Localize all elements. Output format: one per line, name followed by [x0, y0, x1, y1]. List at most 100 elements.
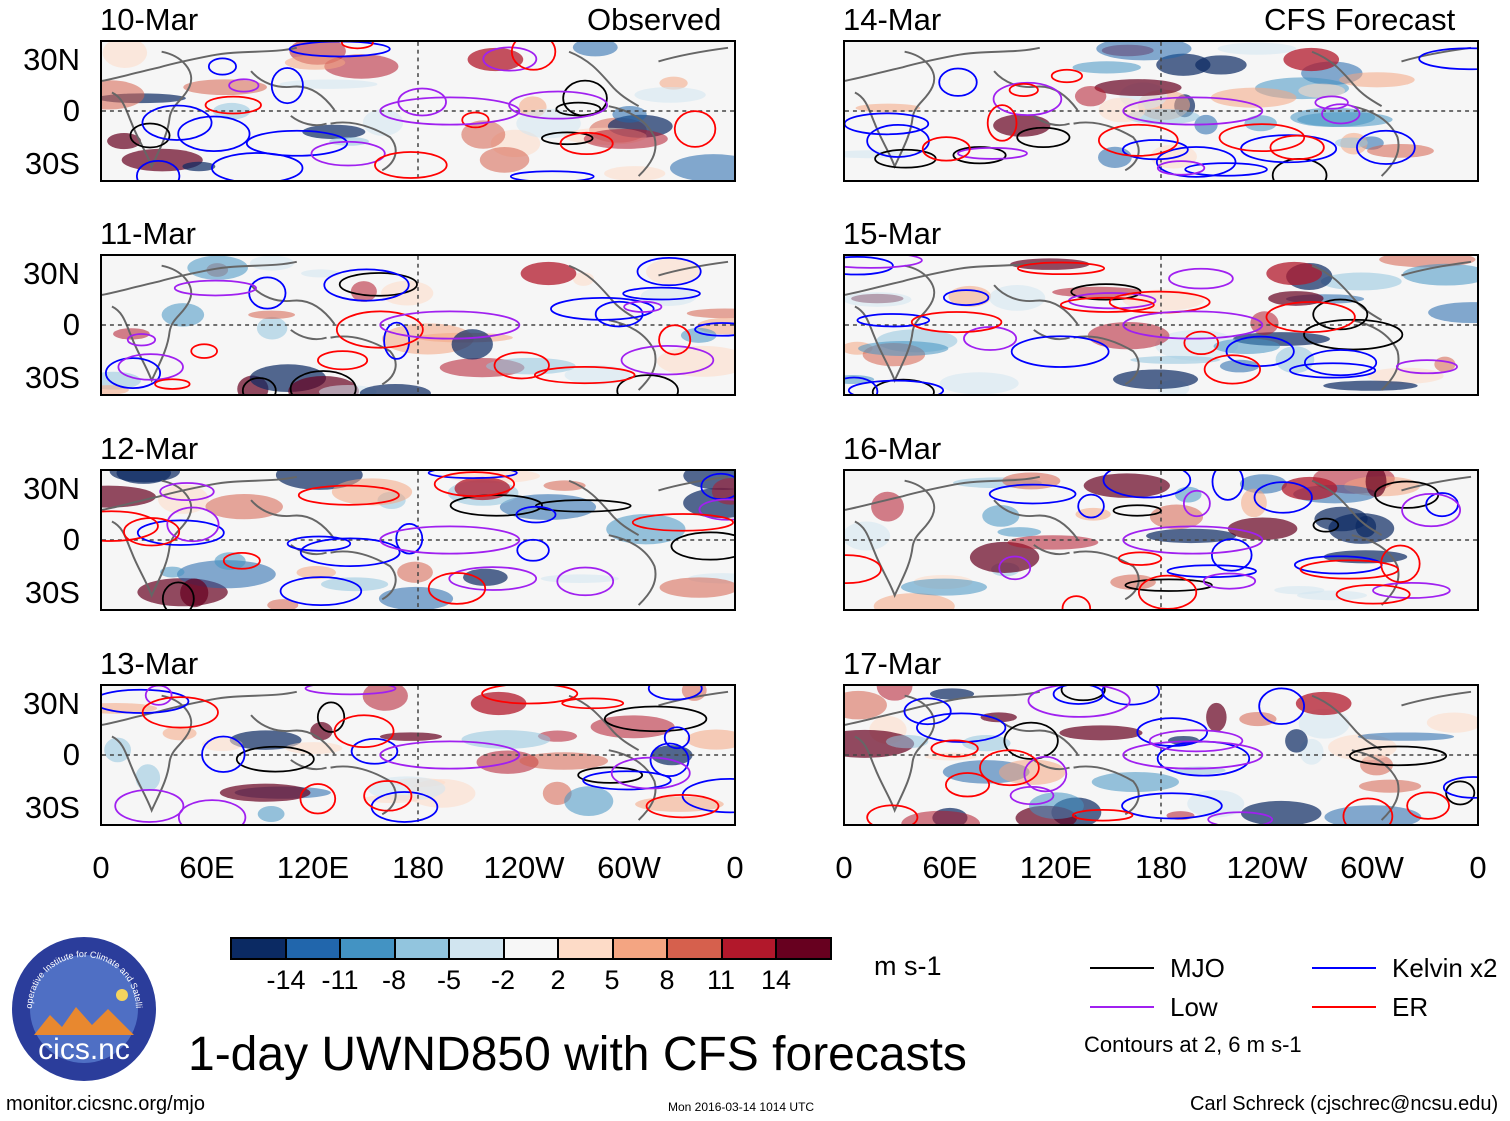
coastline	[250, 284, 336, 325]
coastline	[1033, 329, 1070, 341]
contour-er	[1203, 354, 1261, 385]
contour-er	[1299, 559, 1400, 580]
contour-er	[1008, 83, 1039, 98]
coastline	[658, 260, 729, 277]
wind-shading	[1240, 488, 1267, 518]
contour-kelvin-x2	[207, 57, 237, 76]
wind-shading	[248, 310, 296, 319]
colorbar-swatch	[230, 937, 287, 960]
x-tick-label: 180	[392, 850, 444, 885]
coastline	[845, 475, 1040, 511]
panel-date-title: 12-Mar	[100, 431, 199, 466]
coastline	[1311, 50, 1383, 107]
colorbar-swatch	[666, 937, 723, 960]
contour-er	[1183, 330, 1220, 356]
coastline	[845, 260, 1040, 296]
wind-shading	[855, 103, 921, 113]
coastline	[1401, 260, 1472, 277]
colorbar-tick-label: 14	[760, 965, 792, 995]
contour-kelvin-x2	[694, 322, 734, 337]
x-tick-label: 120E	[276, 850, 350, 885]
contour-er	[1269, 134, 1325, 161]
contour-mjo	[670, 531, 734, 561]
chart-title: 1-day UWND850 with CFS forecasts	[188, 1028, 967, 1081]
contour-kelvin-x2	[1184, 162, 1268, 177]
contour-kelvin-x2	[516, 538, 550, 562]
contour-low	[1156, 160, 1206, 176]
wind-shading	[1365, 471, 1387, 498]
contour-er	[190, 343, 218, 359]
coastline	[290, 115, 327, 127]
contour-mjo	[161, 581, 195, 609]
coastline	[1311, 264, 1383, 321]
contour-low	[1202, 572, 1257, 590]
y-tick-label: 0	[62, 93, 80, 128]
footer-url[interactable]: monitor.cicsnc.org/mjo	[6, 1093, 205, 1115]
contour-er	[427, 572, 487, 605]
colorbar-tick-label: -5	[436, 965, 462, 995]
contour-er	[1342, 797, 1394, 824]
x-tick-label: 120W	[483, 850, 565, 885]
wind-shading	[182, 161, 216, 172]
contour-mjo	[1003, 721, 1059, 760]
contour-mjo	[1112, 504, 1162, 517]
contour-mjo	[1060, 686, 1106, 702]
contour-kelvin-x2	[350, 737, 399, 765]
contour-low	[310, 140, 386, 167]
contour-kelvin-x2	[647, 686, 703, 701]
wind-shading	[302, 124, 366, 140]
contour-er	[944, 772, 991, 798]
wind-shading	[1275, 346, 1315, 374]
coastline	[1033, 544, 1070, 556]
wind-shading	[381, 280, 434, 306]
panel-date-title: 15-Mar	[843, 216, 942, 251]
contour-er	[299, 783, 337, 815]
contour-mjo	[338, 272, 418, 297]
wind-shading	[572, 42, 618, 57]
contour-er	[979, 749, 1040, 787]
wind-shading	[479, 147, 530, 173]
contour-er	[1117, 551, 1163, 566]
contour-low	[144, 686, 173, 706]
contour-kelvin-x2	[299, 537, 401, 568]
colorbar-units: m s-1	[874, 951, 942, 981]
wind-shading	[1250, 311, 1279, 336]
contour-low	[304, 686, 397, 696]
x-tick-label: 60W	[597, 850, 661, 885]
panel-date-title: 11-Mar	[100, 216, 196, 251]
wind-shading	[1283, 47, 1340, 72]
contour-low	[1023, 755, 1068, 793]
wind-shading	[564, 365, 631, 385]
contour-kelvin-x2	[1166, 564, 1257, 578]
legend-label-low: Low	[1170, 992, 1218, 1022]
wind-shading	[1083, 473, 1170, 498]
wind-shading	[135, 764, 161, 792]
forecast-header: CFS Forecast	[1264, 2, 1456, 37]
contour-low	[228, 78, 260, 93]
map-panel-observed	[100, 40, 736, 182]
coastline	[993, 284, 1079, 325]
wind-shading	[1402, 263, 1477, 286]
x-tick-label: 60E	[922, 850, 978, 885]
wind-shading	[1206, 702, 1227, 732]
contour-mjo	[952, 146, 1007, 165]
wind-shading	[980, 712, 1017, 723]
contour-er	[1097, 123, 1179, 157]
wind-shading	[1098, 97, 1146, 123]
coastline	[993, 499, 1079, 540]
footer-timestamp: Mon 2016-03-14 1014 UTC	[668, 1100, 815, 1114]
wind-shading	[993, 114, 1051, 137]
wind-shading	[969, 541, 1040, 573]
contour-er	[1218, 123, 1306, 153]
contour-low	[610, 756, 691, 790]
wind-shading	[901, 810, 981, 824]
coastline	[1401, 46, 1472, 63]
contour-er	[930, 739, 979, 758]
logo-text: cics.nc	[38, 1033, 130, 1066]
wind-shading	[1029, 792, 1084, 820]
y-tick-label: 30N	[23, 471, 80, 506]
wind-shading	[1244, 115, 1277, 132]
contour-mjo	[1312, 298, 1369, 331]
wind-shading	[102, 42, 148, 68]
contour-kelvin-x2	[248, 276, 287, 310]
